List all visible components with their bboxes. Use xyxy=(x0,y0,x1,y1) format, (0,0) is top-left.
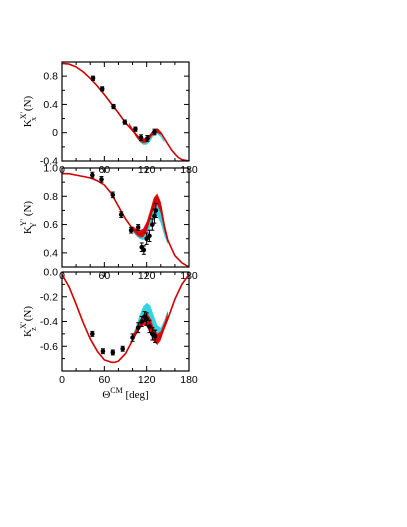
plot-area xyxy=(62,274,189,364)
y-tick-label: 0.8 xyxy=(43,191,58,203)
data-point xyxy=(100,348,106,355)
plot-frame xyxy=(61,61,190,162)
marker xyxy=(135,325,141,330)
plot-area xyxy=(62,171,189,267)
plot-area xyxy=(62,62,189,161)
data-point xyxy=(110,191,116,199)
marker xyxy=(90,75,96,81)
data-point xyxy=(110,349,116,356)
data-point xyxy=(135,224,141,231)
data-point xyxy=(152,128,157,136)
marker xyxy=(99,86,105,92)
data-point xyxy=(118,211,124,218)
uncertainty-band-1 xyxy=(129,122,165,145)
marker xyxy=(128,227,134,233)
x-tick-label: 60 xyxy=(98,374,110,386)
y-tick-label: 0.8 xyxy=(43,71,58,83)
x-tick-label: 0 xyxy=(59,374,65,386)
marker xyxy=(144,236,149,242)
data-point xyxy=(99,175,104,183)
y-axis-label: KX'x(N) xyxy=(19,95,38,127)
marker xyxy=(135,225,141,230)
data-point xyxy=(90,171,95,179)
marker xyxy=(120,346,125,352)
marker xyxy=(138,135,144,140)
marker xyxy=(153,208,159,213)
theory-curve xyxy=(62,274,189,364)
y-tick-label: 0.4 xyxy=(43,99,58,111)
data-point xyxy=(90,330,95,337)
y-tick-label: 0.6 xyxy=(43,219,58,231)
marker xyxy=(100,348,106,354)
data-point xyxy=(138,134,144,141)
panel-3: 0 60 120 180 -0.6 -0.4 -0.2 0.0 KX'z(N) ΘCM [deg] xyxy=(19,267,198,402)
data-point xyxy=(120,345,125,352)
data-point xyxy=(141,245,147,255)
theory-curve xyxy=(62,172,189,267)
marker xyxy=(130,335,135,340)
marker xyxy=(152,129,157,135)
plot-frame xyxy=(61,271,190,372)
marker xyxy=(110,192,116,198)
y-axis-label: KY'Y(N) xyxy=(19,201,38,235)
marker xyxy=(90,172,95,178)
marker xyxy=(90,331,95,337)
data-point xyxy=(152,329,158,344)
data-point xyxy=(135,322,141,334)
marker xyxy=(133,126,138,132)
marker xyxy=(99,177,104,182)
data-point xyxy=(99,86,105,92)
marker xyxy=(110,350,116,355)
x-tick-label: 120 xyxy=(138,374,156,386)
panel-2: 0601201800.40.60.81.0KY'Y(N) xyxy=(19,163,198,283)
y-tick-label: -0.4 xyxy=(40,316,58,328)
plot-frame xyxy=(61,167,190,268)
marker xyxy=(145,136,150,141)
marker xyxy=(147,233,152,239)
data-point xyxy=(130,333,135,342)
y-tick-label: 0.0 xyxy=(43,267,58,279)
marker xyxy=(141,247,147,253)
data-point xyxy=(153,202,159,218)
y-axis-label: KX'z(N) xyxy=(19,306,38,337)
y-tick-label: 0.4 xyxy=(43,247,58,259)
theory-curve xyxy=(62,62,189,161)
data-point xyxy=(122,119,128,125)
data-point xyxy=(144,232,149,245)
data-point xyxy=(111,103,116,110)
marker xyxy=(118,212,124,217)
data-point xyxy=(90,75,96,81)
y-tick-label: -0.2 xyxy=(40,291,58,303)
y-tick-label: 1.0 xyxy=(43,163,58,175)
y-tick-label: 0 xyxy=(52,127,58,139)
data-point xyxy=(145,135,150,142)
y-tick-label: -0.4 xyxy=(40,156,58,168)
y-tick-label: -0.6 xyxy=(40,341,58,353)
data-point xyxy=(128,226,134,234)
marker xyxy=(122,119,128,125)
data-point xyxy=(133,126,138,132)
marker xyxy=(152,334,158,339)
x-axis-label: ΘCM [deg] xyxy=(102,386,148,401)
marker xyxy=(111,104,116,109)
x-tick-label: 180 xyxy=(180,374,198,386)
marker xyxy=(139,319,145,324)
